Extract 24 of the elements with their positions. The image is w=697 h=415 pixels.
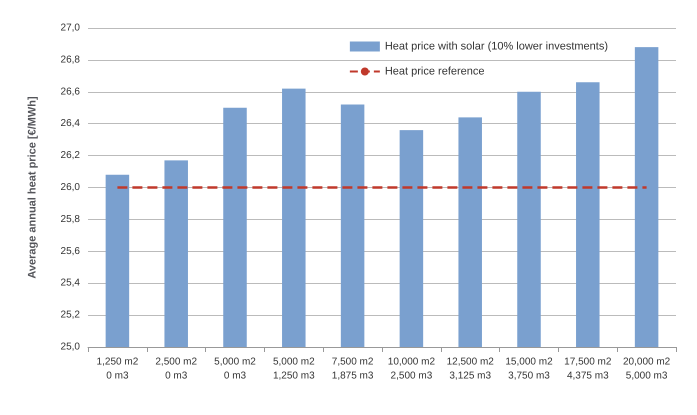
y-tick-label: 26,6: [60, 86, 80, 98]
x-tick-label: 5,000 m2 1,250 m3: [272, 356, 316, 382]
x-tick-label: 20,000 m2 5,000 m3: [622, 356, 671, 382]
x-tick-label: 2,500 m2 0 m3: [155, 356, 198, 382]
y-tick-label: 26,4: [60, 118, 80, 130]
y-tick-label: 25,0: [60, 342, 80, 352]
x-tick-label: 10,000 m2 2,500 m3: [388, 356, 436, 382]
legend-label: Heat price with solar (10% lower investments): [384, 40, 608, 52]
y-tick-label: 26,0: [60, 182, 80, 193]
y-tick-label: 25,4: [60, 278, 80, 289]
y-tick-label: 25,8: [60, 214, 80, 225]
x-tick-label: 1,250 m2 0 m3: [96, 356, 139, 382]
y-tick-label: 25,6: [60, 246, 80, 257]
x-tick-label: 17,500 m2 4,375 m3: [564, 356, 612, 382]
legend-label: Heat price reference: [384, 66, 485, 78]
y-axis-title: Average annual heat price [€/MWh]: [26, 96, 38, 279]
x-tick-label: 7,500 m2 1,875 m3: [332, 356, 374, 382]
y-tick-label: 25,2: [60, 310, 80, 321]
x-tick-label: 5,000 m2 0 m3: [214, 356, 256, 382]
y-tick-label: 26,8: [60, 54, 80, 66]
y-tick-label: 27,0: [60, 22, 80, 34]
x-tick-label: 12,500 m2 3,125 m3: [446, 356, 494, 382]
x-tick-label: 15,000 m2 3,750 m3: [505, 356, 554, 382]
y-tick-label: 26,2: [60, 150, 80, 162]
